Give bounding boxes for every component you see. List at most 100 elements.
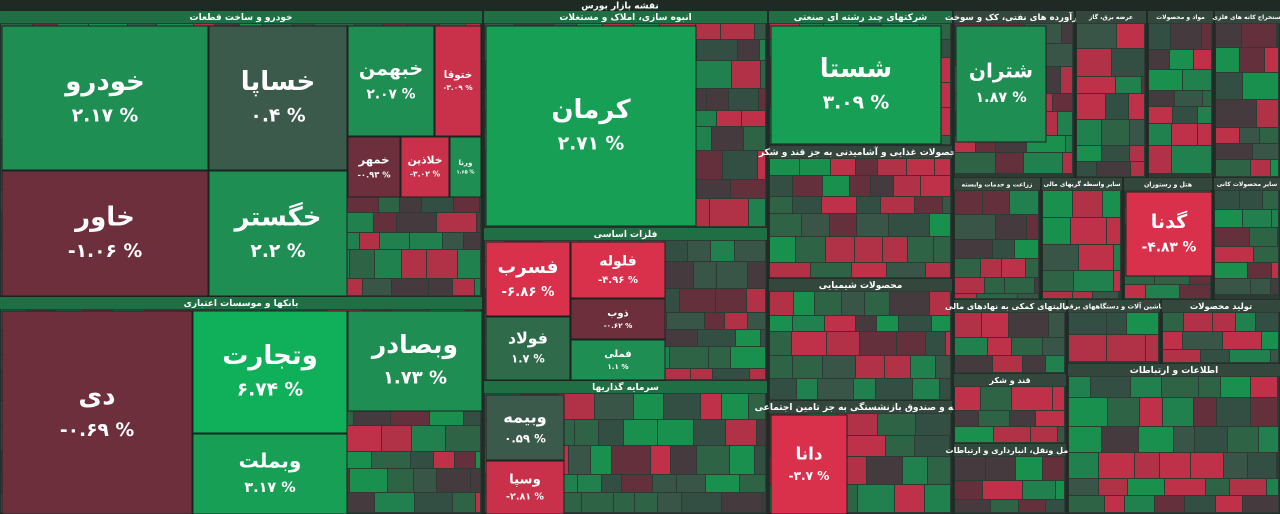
filler-tile: [934, 237, 950, 262]
filler-tile: [1108, 398, 1139, 426]
tile-change: ۱.۶۵ %: [457, 169, 475, 175]
filler-tile: [1031, 427, 1057, 442]
tile-name: خلاذین: [408, 154, 443, 167]
filler-tile: [770, 159, 799, 175]
filler-tile: [1053, 387, 1064, 410]
filler-tile: [1097, 162, 1130, 176]
tile[interactable]: [485, 460, 565, 514]
filler-tile: [823, 176, 849, 196]
filler-tile: [701, 394, 721, 419]
tile-name: شتران: [969, 59, 1033, 83]
filler-tile: [1216, 24, 1241, 47]
filler-tile: [1107, 218, 1120, 244]
filler-tile: [1175, 91, 1202, 106]
tile[interactable]: [770, 25, 942, 145]
filler-tile: [344, 452, 371, 468]
group-title: سایر واسطه گریهای مالی: [1043, 180, 1120, 188]
filler-tile: [850, 176, 870, 196]
group-header: [1215, 11, 1280, 23]
tile[interactable]: [570, 339, 666, 381]
tile[interactable]: [192, 310, 348, 434]
tile[interactable]: [485, 241, 571, 317]
filler-tile: [1170, 50, 1193, 69]
filler-tile: [732, 61, 760, 88]
filler-tile: [889, 214, 929, 236]
filler-tile: [1073, 292, 1092, 298]
tile[interactable]: [1, 310, 193, 514]
filler-tile: [1223, 332, 1261, 349]
filler-tile: [1043, 292, 1072, 298]
filler-tile: [1173, 107, 1197, 123]
tile[interactable]: [208, 170, 348, 297]
tile-change: ۲.۷۱ %: [558, 134, 625, 155]
filler-tile: [1069, 377, 1090, 397]
filler-tile: [1114, 271, 1120, 291]
tile[interactable]: [449, 136, 482, 198]
filler-tile: [1149, 107, 1172, 123]
filler-tile: [725, 313, 747, 329]
tile-change: ۱.۱ %: [607, 362, 628, 371]
group-title: قند و شکر: [988, 376, 1030, 385]
filler-tile: [1254, 247, 1278, 262]
tile[interactable]: [570, 241, 666, 299]
filler-tile: [981, 387, 1011, 410]
tile[interactable]: [347, 310, 483, 412]
tile[interactable]: [1125, 191, 1213, 277]
filler-tile: [926, 332, 945, 355]
tile-change: -۳.۷ %: [789, 469, 830, 483]
filler-tile: [955, 191, 982, 214]
tile-change: -۴.۸۳ %: [1142, 239, 1197, 255]
tile[interactable]: [485, 25, 697, 227]
group-title: ماشین آلات و دستگاههای برقی: [1063, 302, 1165, 311]
filler-tile: [913, 379, 939, 399]
filler-tile: [881, 197, 914, 213]
filler-tile: [709, 347, 730, 368]
filler-tile: [476, 493, 480, 512]
filler-tile: [1198, 107, 1211, 123]
filler-tile: [761, 330, 765, 346]
filler-tile: [1091, 377, 1130, 397]
tile[interactable]: [485, 394, 565, 461]
filler-tile: [928, 457, 950, 484]
filler-tile: [903, 457, 927, 484]
tile[interactable]: [1, 25, 209, 171]
filler-tile: [582, 493, 613, 512]
tile[interactable]: [400, 136, 450, 198]
filler-tile: [1149, 91, 1174, 106]
tile[interactable]: [955, 25, 1047, 143]
tile[interactable]: [434, 25, 482, 137]
tile[interactable]: [770, 414, 848, 514]
filler-tile: [726, 420, 756, 445]
filler-tile: [926, 263, 950, 277]
filler-tile: [729, 89, 758, 110]
filler-tile: [878, 414, 915, 435]
tile-change: -۰.۶۲ %: [604, 321, 633, 330]
filler-tile: [1248, 453, 1276, 478]
tile[interactable]: [208, 25, 348, 171]
filler-tile: [911, 356, 935, 378]
filler-tile: [792, 332, 826, 355]
filler-tile: [477, 213, 480, 232]
tile[interactable]: [347, 136, 401, 198]
filler-tile: [1046, 356, 1064, 372]
filler-tile: [740, 475, 765, 492]
filler-tile: [886, 436, 914, 456]
tile[interactable]: [1, 170, 209, 297]
filler-tile: [1146, 285, 1179, 298]
tile[interactable]: [347, 25, 435, 137]
group-title: زراعت و خدمات وابسته: [962, 182, 1033, 189]
filler-tile: [1215, 263, 1247, 278]
filler-tile: [847, 436, 885, 456]
tile[interactable]: [485, 316, 571, 381]
filler-tile: [955, 294, 976, 298]
group-header: [1162, 300, 1280, 312]
tile[interactable]: [570, 298, 666, 340]
filler-tile: [940, 58, 950, 82]
filler-tile: [635, 493, 657, 512]
tile[interactable]: [192, 433, 348, 514]
tile-name: وبیمه: [503, 407, 547, 426]
filler-tile: [770, 263, 810, 277]
filler-tile: [670, 347, 708, 368]
filler-tile: [1216, 144, 1252, 159]
group-header: [954, 374, 1066, 386]
